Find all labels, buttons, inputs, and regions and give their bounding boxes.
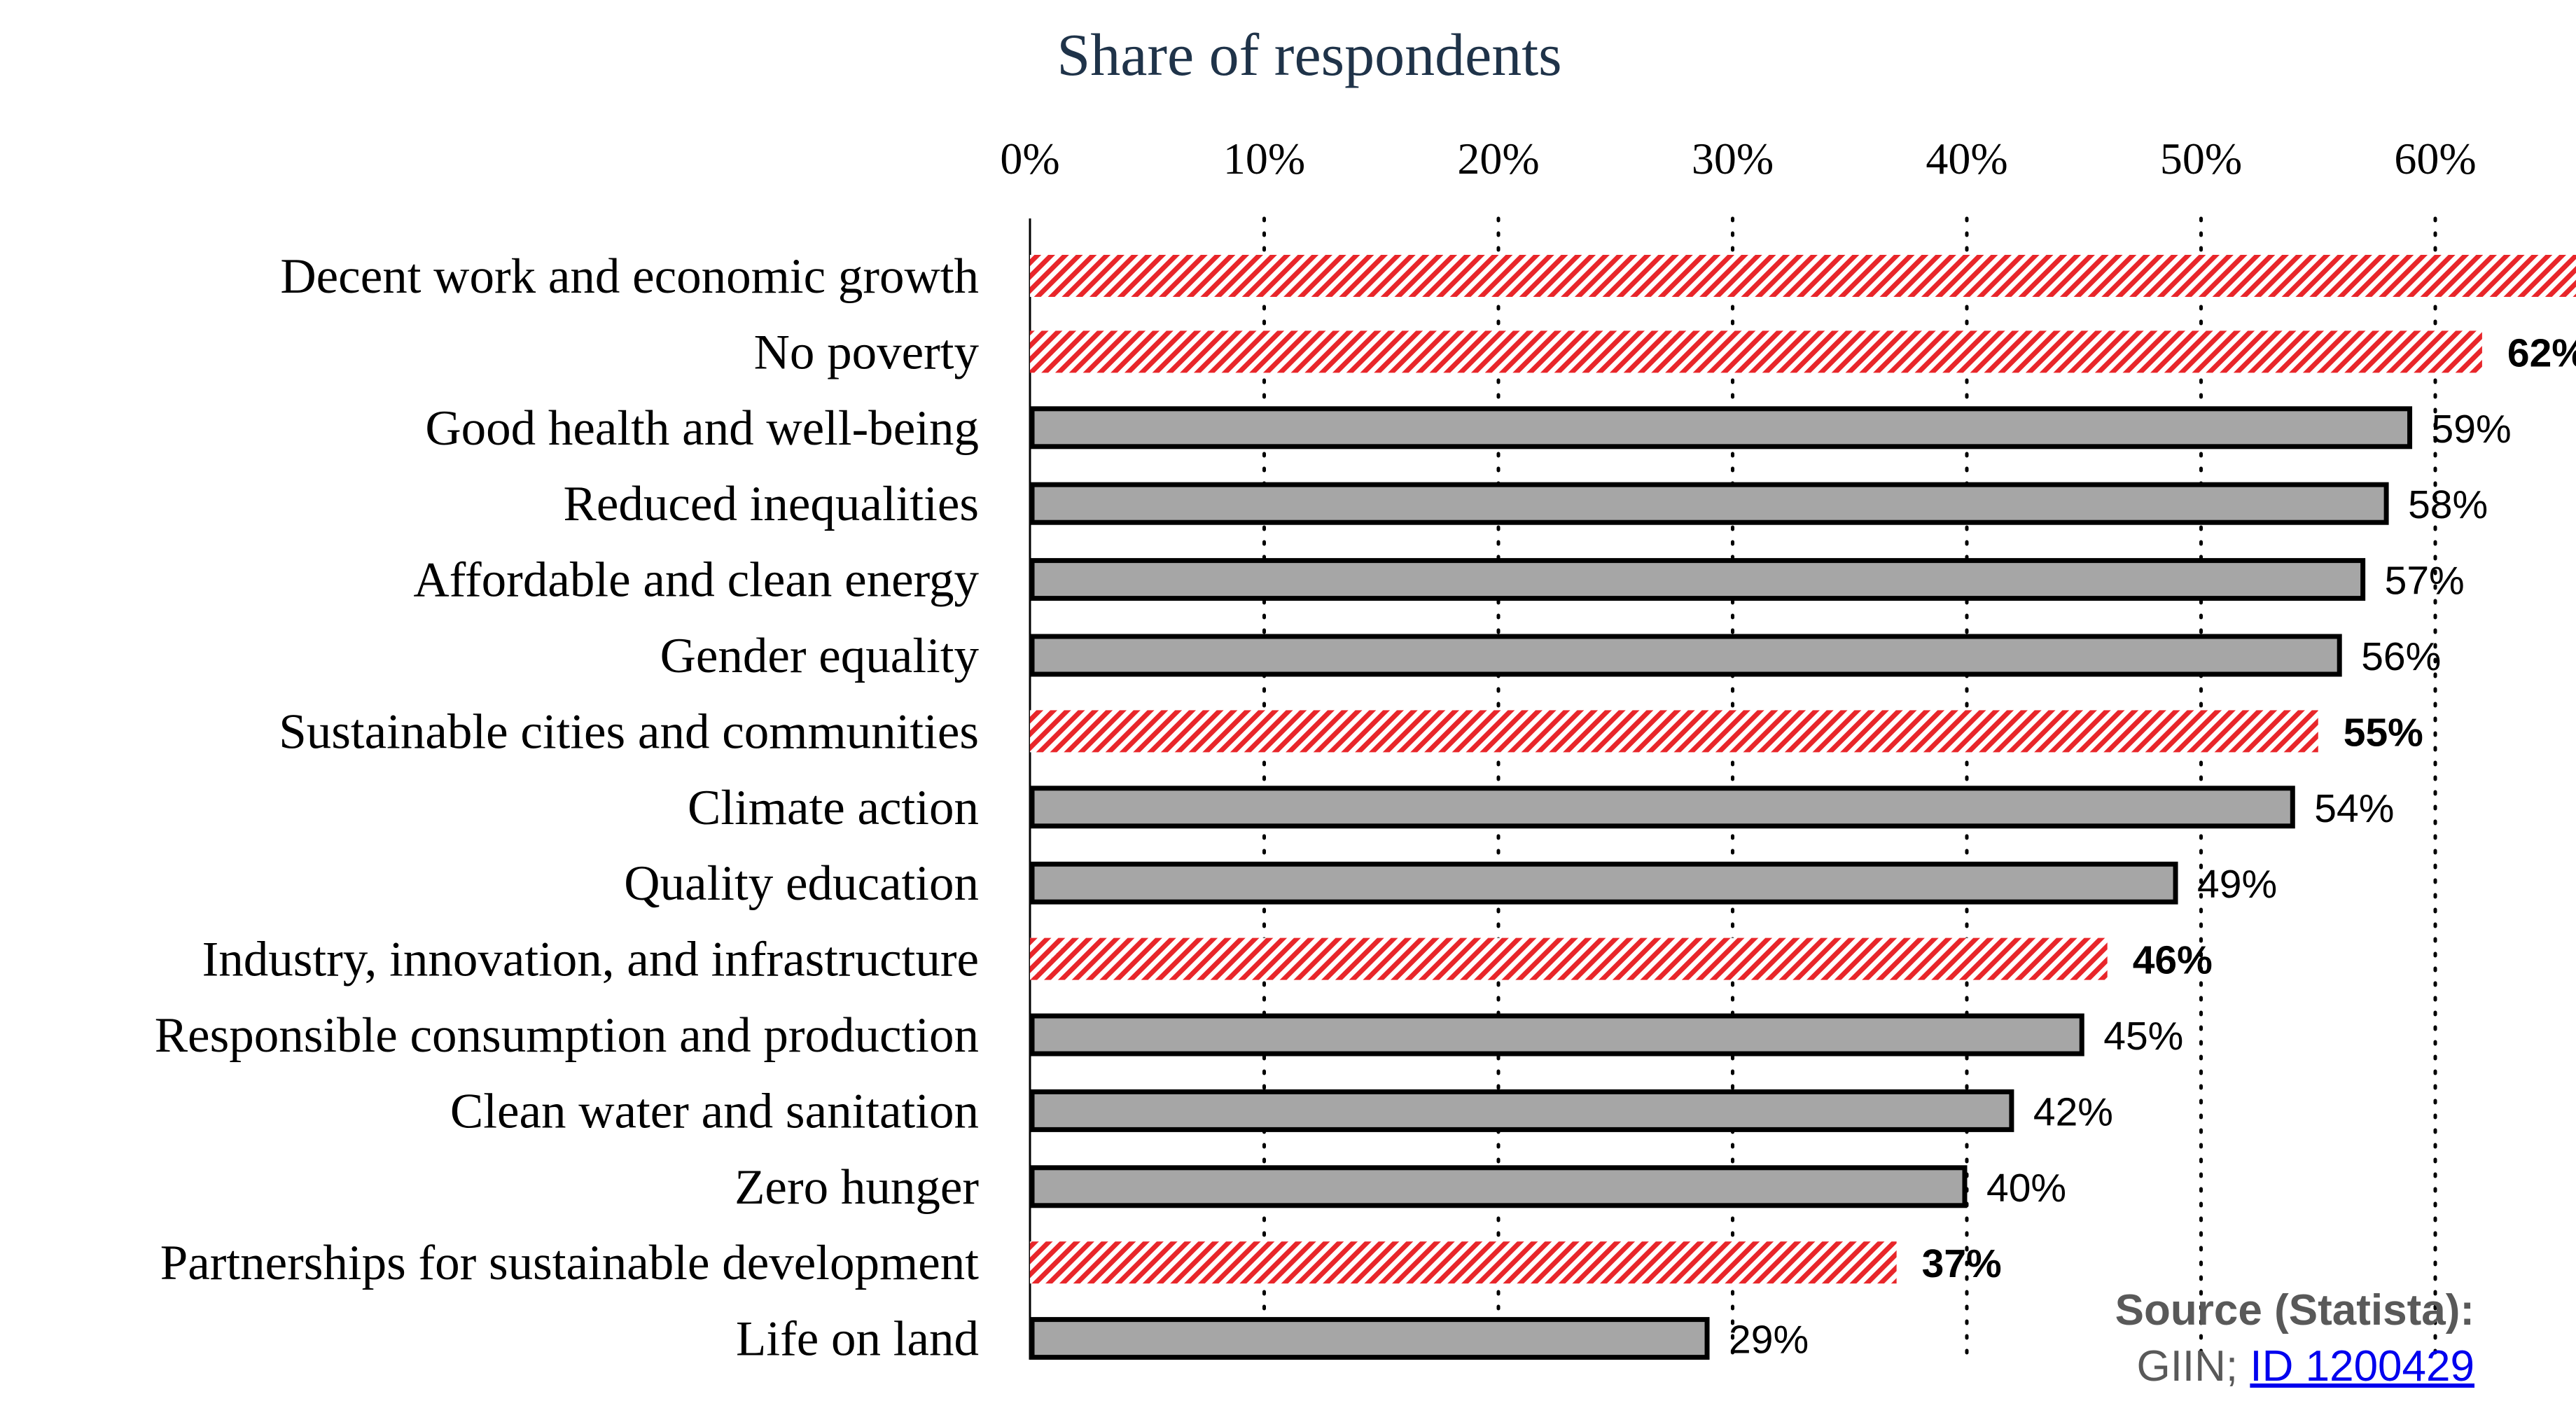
category-label: Affordable and clean energy <box>413 553 979 608</box>
bar <box>1030 710 2318 753</box>
x-axis-ticks: 0%10%20%30%40%50%60%70%80% <box>1000 134 2476 183</box>
x-tick-label: 40% <box>1926 134 2007 183</box>
value-label: 54% <box>2314 786 2394 831</box>
bars <box>1029 255 2576 1360</box>
value-label: 49% <box>2197 862 2277 907</box>
bar <box>1029 786 2295 829</box>
category-label: Sustainable cities and communities <box>279 704 979 759</box>
source-title: Source (Statista): <box>2115 1286 2474 1334</box>
value-label: 29% <box>1729 1318 1809 1362</box>
x-tick-label: 10% <box>1223 134 1305 183</box>
category-label: Responsible consumption and production <box>155 1008 979 1063</box>
bar <box>1029 1013 2084 1057</box>
value-labels: 71%62%59%58%57%56%55%54%49%46%45%42%40%3… <box>1729 330 2576 1362</box>
bar <box>1030 255 2576 297</box>
bar <box>1029 482 2389 525</box>
bar <box>1030 1241 1897 1284</box>
category-label: Life on land <box>736 1312 979 1367</box>
category-label: Partnerships for sustainable development <box>160 1236 980 1290</box>
category-label: Zero hunger <box>734 1160 979 1215</box>
value-label: 46% <box>2133 938 2213 983</box>
value-label: 55% <box>2344 710 2423 755</box>
category-label: No poverty <box>754 325 980 379</box>
source-note: Source (Statista): GIIN; ID 1200429 <box>2115 1283 2474 1395</box>
x-tick-label: 50% <box>2160 134 2242 183</box>
bar <box>1029 558 2366 601</box>
source-link[interactable]: ID 1200429 <box>2250 1342 2474 1390</box>
source-text: GIIN; <box>2136 1342 2250 1390</box>
chart-title: Share of respondents <box>1057 21 1561 88</box>
category-label: Decent work and economic growth <box>280 249 979 304</box>
category-label: Reduced inequalities <box>564 477 979 531</box>
value-label: 40% <box>1986 1166 2066 1211</box>
bar <box>1029 861 2178 905</box>
bar <box>1030 937 2108 980</box>
category-label: Clean water and sanitation <box>450 1084 979 1138</box>
x-tick-label: 0% <box>1000 134 1059 183</box>
bar <box>1029 1165 1968 1208</box>
bar <box>1029 406 2413 449</box>
x-tick-label: 60% <box>2394 134 2476 183</box>
category-label: Good health and well-being <box>425 401 979 456</box>
x-tick-label: 30% <box>1692 134 1774 183</box>
value-label: 62% <box>2507 330 2576 375</box>
category-label: Gender equality <box>660 629 980 683</box>
value-label: 56% <box>2361 634 2441 679</box>
category-label: Climate action <box>688 781 979 835</box>
value-label: 45% <box>2103 1014 2183 1059</box>
value-label: 37% <box>1922 1241 2002 1286</box>
value-label: 59% <box>2432 407 2512 452</box>
value-label: 58% <box>2408 482 2488 527</box>
bar <box>1029 1317 1710 1360</box>
x-tick-label: 20% <box>1457 134 1539 183</box>
value-label: 42% <box>2033 1089 2113 1134</box>
value-label: 57% <box>2385 559 2465 604</box>
bar <box>1029 1089 2014 1132</box>
bar <box>1030 330 2482 373</box>
category-label: Industry, innovation, and infrastructure <box>202 933 979 987</box>
bar <box>1029 634 2342 677</box>
category-labels: Decent work and economic growth No povert… <box>155 249 980 1367</box>
category-label: Quality education <box>624 856 979 911</box>
